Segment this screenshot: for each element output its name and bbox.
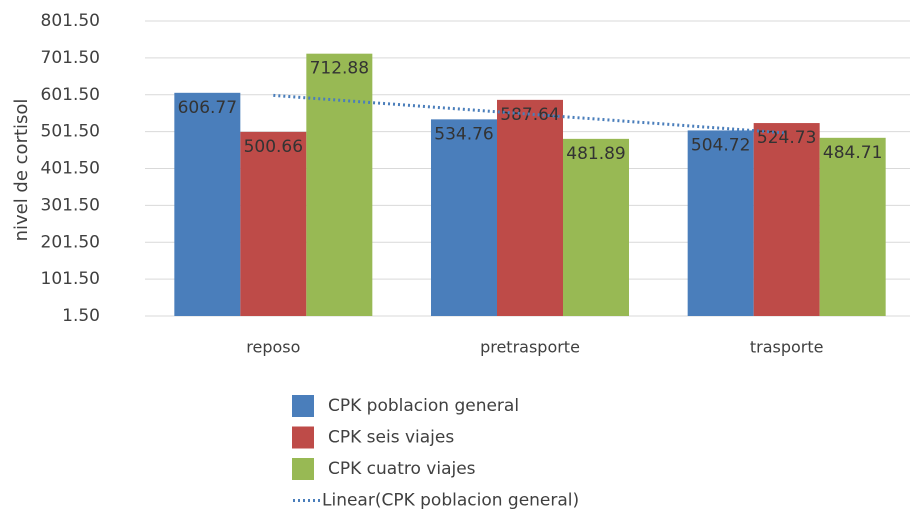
bar — [819, 137, 886, 316]
legend-label: CPK cuatro viajes — [328, 459, 476, 479]
y-tick-label: 401.50 — [41, 159, 100, 179]
bar — [497, 99, 563, 317]
bar — [753, 123, 820, 317]
data-label: 606.77 — [178, 98, 237, 118]
bar — [431, 119, 497, 316]
data-label: 587.64 — [500, 105, 559, 125]
bar — [687, 130, 754, 316]
x-tick-label: trasporte — [750, 338, 824, 357]
legend-swatch — [292, 458, 314, 480]
y-tick-label: 801.50 — [41, 11, 100, 31]
legend-label: CPK seis viajes — [328, 428, 454, 448]
bar — [306, 53, 373, 317]
bar — [240, 131, 307, 316]
legend-swatch — [292, 426, 314, 449]
y-tick-label: 701.50 — [41, 48, 100, 68]
data-label: 712.88 — [310, 59, 369, 79]
data-label: 481.89 — [566, 144, 625, 164]
y-tick-label: 201.50 — [41, 232, 100, 252]
data-label: 524.73 — [757, 128, 816, 148]
bar — [563, 138, 629, 316]
data-label: 484.71 — [823, 143, 882, 163]
y-tick-label: 101.50 — [41, 269, 100, 289]
bar — [174, 92, 241, 316]
legend-label: CPK poblacion general — [328, 396, 519, 416]
data-label: 534.76 — [434, 124, 493, 144]
x-tick-label: reposo — [246, 338, 300, 357]
y-tick-label: 1.50 — [62, 306, 100, 326]
y-tick-label: 501.50 — [41, 122, 100, 142]
data-label: 500.66 — [244, 137, 303, 157]
trendline — [273, 93, 787, 135]
x-tick-label: pretrasporte — [480, 338, 580, 357]
legend-swatch — [292, 395, 314, 417]
data-label: 504.72 — [691, 135, 750, 155]
y-tick-label: 601.50 — [41, 85, 100, 105]
legend-label: Linear(CPK poblacion general) — [322, 491, 579, 511]
y-axis-label: nivel de cortisol — [11, 99, 32, 242]
y-tick-label: 301.50 — [41, 195, 100, 215]
